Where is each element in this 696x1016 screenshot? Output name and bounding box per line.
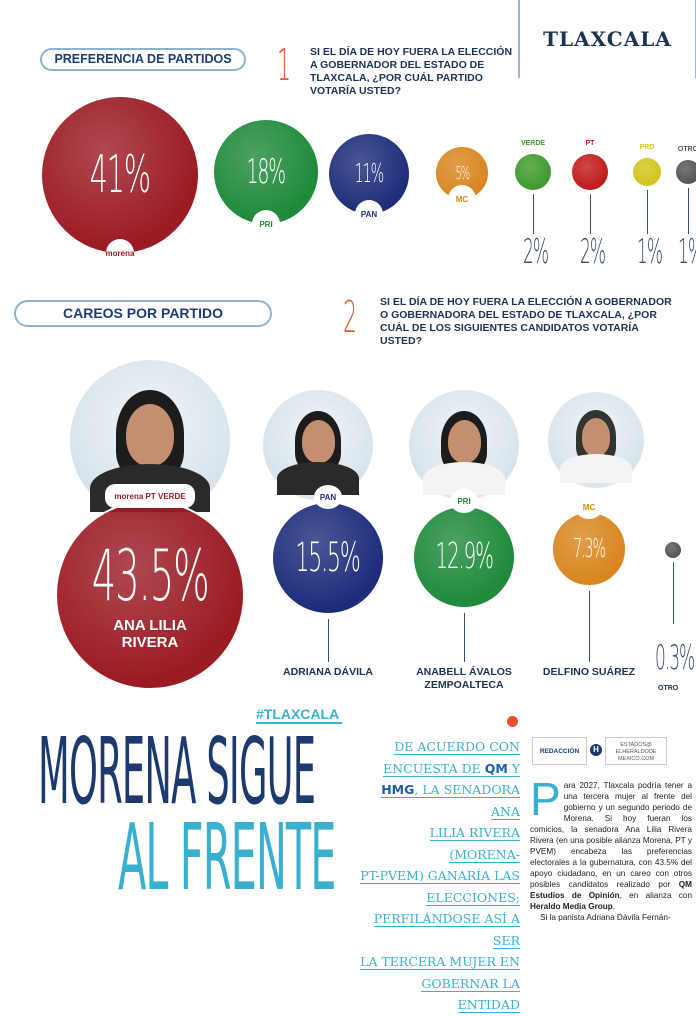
byline-box: REDACCIÓN <box>532 737 587 765</box>
q2-title: CAREOS POR PARTIDO <box>14 300 272 327</box>
accent-dot <box>507 716 518 727</box>
party-value: 18% <box>246 152 286 192</box>
q1-number: 1 <box>277 40 291 91</box>
candidate-face <box>301 420 335 464</box>
party-value: 2% <box>580 232 606 272</box>
candidate-party-logo: morena PT VERDE <box>105 484 195 508</box>
dropcap: P <box>530 773 561 825</box>
headline-line-2: AL FRENTE <box>118 804 337 911</box>
candidate-face <box>581 418 611 456</box>
candidate-ball: 12.9% <box>412 505 516 609</box>
party-value: 2% <box>523 232 549 272</box>
candidate-party-logo: MC <box>575 495 603 519</box>
candidate-shoulders <box>560 454 632 484</box>
candidate-value: 15.5% <box>295 535 361 581</box>
party-logo-pan: PAN <box>355 200 383 228</box>
candidate-face <box>447 420 481 464</box>
section-header: TLAXCALA <box>518 0 696 78</box>
section-label: TLAXCALA <box>543 27 672 51</box>
party-ball-morena: 41% <box>42 97 198 253</box>
pointer-line <box>328 619 329 662</box>
q1-question: SI EL DÍA DE HOY FUERA LA ELECCIÓN A GOB… <box>310 46 513 97</box>
party-logo-mc: MC <box>448 185 476 213</box>
party-ball-pri: 18% <box>214 120 318 224</box>
candidate-name: ADRIANA DÁVILA <box>282 666 374 678</box>
pointer-line <box>589 591 590 662</box>
candidate-ball <box>665 542 681 558</box>
q2-question: SI EL DÍA DE HOY FUERA LA ELECCIÓN A GOB… <box>380 296 672 347</box>
party-ball-verde <box>515 154 551 190</box>
party-value: 1% <box>678 232 696 272</box>
party-value: 41% <box>89 145 151 205</box>
candidate-value: 12.9% <box>435 536 494 577</box>
candidate-ball: 7.3% <box>551 511 627 587</box>
article-deck: DE ACUERDO CON ENCUESTA DE QM Y HMG, LA … <box>360 739 520 1013</box>
candidate-name: ANABELL ÁVALOS ZEMPOALTECA <box>416 666 512 691</box>
party-ball-pt <box>572 154 608 190</box>
party-logo-morena: morena <box>106 239 134 267</box>
q2-number: 2 <box>343 292 357 343</box>
heraldo-logo-icon: H <box>590 744 602 756</box>
candidate-name: ANA LILIA RIVERA <box>113 617 187 651</box>
q1-title: PREFERENCIA DE PARTIDOS <box>40 48 246 71</box>
party-value: 11% <box>354 159 385 189</box>
candidate-party-logo: PAN <box>314 485 342 509</box>
party-logo-prd: PRD <box>636 138 658 156</box>
candidate-name: OTRO <box>658 685 679 692</box>
candidate-face <box>126 404 174 467</box>
pointer-line <box>673 562 674 624</box>
pointer-line <box>533 194 534 234</box>
byline: REDACCIÓN <box>539 747 580 755</box>
party-logo-otro: OTRO <box>677 140 696 158</box>
hashtag: #TLAXCALA <box>256 706 342 724</box>
candidate-name: DELFINO SUÁREZ <box>542 666 636 678</box>
pointer-line <box>688 188 689 234</box>
pointer-line <box>590 194 591 234</box>
candidate-value: 0.3% <box>655 638 695 678</box>
pointer-line <box>464 613 465 662</box>
party-value: 5% <box>455 162 470 184</box>
pointer-line <box>647 190 648 234</box>
party-ball-otro <box>676 160 696 184</box>
party-value: 1% <box>637 232 663 272</box>
candidate-value: 7.3% <box>573 533 606 564</box>
party-ball-prd <box>633 158 661 186</box>
headline-line-1: MORENA SIGUE <box>38 718 316 825</box>
party-logo-pri: PRI <box>252 210 280 238</box>
candidate-ball: 43.5% ANA LILIA RIVERA <box>55 500 245 690</box>
candidate-value: 43.5% <box>91 535 210 617</box>
party-logo-verde: VERDE <box>521 134 545 152</box>
candidate-party-logo: PRI <box>450 489 478 513</box>
party-logo-pt: PT <box>579 134 601 152</box>
candidate-ball: 15.5% <box>271 501 385 615</box>
email-box[interactable]: ESTADOS@ ELHERALDODE MEXICO.COM <box>605 737 667 765</box>
